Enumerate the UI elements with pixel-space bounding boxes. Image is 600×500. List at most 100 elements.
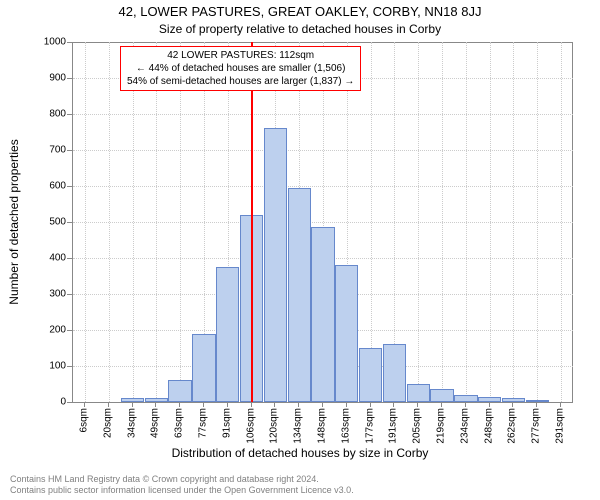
gridline-v [180, 42, 181, 402]
gridline-v [513, 42, 514, 402]
annotation-line-3: 54% of semi-detached houses are larger (… [127, 75, 354, 88]
histogram-bar [288, 188, 311, 402]
xtick-label: 120sqm [269, 408, 280, 444]
y-axis-label: Number of detached properties [7, 139, 21, 304]
histogram-bar [168, 380, 191, 402]
histogram-bar [311, 227, 334, 402]
histogram-bar [216, 267, 239, 402]
histogram-bar [264, 128, 287, 402]
ytick-label: 500 [26, 217, 66, 228]
ytick-mark [67, 42, 72, 43]
ytick-label: 800 [26, 109, 66, 120]
ytick-label: 100 [26, 361, 66, 372]
xtick-mark [512, 402, 513, 407]
title-main: 42, LOWER PASTURES, GREAT OAKLEY, CORBY,… [0, 4, 600, 19]
xtick-mark [393, 402, 394, 407]
histogram-bar [383, 344, 406, 402]
annotation-line-2: ← 44% of detached houses are smaller (1,… [127, 62, 354, 75]
xtick-mark [298, 402, 299, 407]
ytick-mark [67, 402, 72, 403]
xtick-label: 148sqm [317, 408, 328, 444]
xtick-label: 6sqm [78, 408, 89, 432]
gridline-v [490, 42, 491, 402]
gridline-v [466, 42, 467, 402]
footer-line-1: Contains HM Land Registry data © Crown c… [10, 474, 590, 485]
xtick-mark [322, 402, 323, 407]
xtick-mark [155, 402, 156, 407]
ytick-mark [67, 222, 72, 223]
xtick-label: 219sqm [436, 408, 447, 444]
xtick-mark [132, 402, 133, 407]
histogram-bar [478, 397, 501, 402]
ytick-mark [67, 258, 72, 259]
xtick-label: 163sqm [340, 408, 351, 444]
xtick-mark [370, 402, 371, 407]
title-sub: Size of property relative to detached ho… [0, 22, 600, 36]
gridline-v [537, 42, 538, 402]
ytick-label: 600 [26, 181, 66, 192]
ytick-label: 400 [26, 253, 66, 264]
xtick-label: 248sqm [483, 408, 494, 444]
xtick-label: 34sqm [126, 408, 137, 438]
ytick-mark [67, 186, 72, 187]
histogram-bar [335, 265, 358, 402]
xtick-mark [108, 402, 109, 407]
xtick-mark [346, 402, 347, 407]
ytick-mark [67, 330, 72, 331]
chart-container: 42, LOWER PASTURES, GREAT OAKLEY, CORBY,… [0, 0, 600, 500]
histogram-bar [430, 389, 453, 402]
xtick-mark [203, 402, 204, 407]
xtick-label: 91sqm [221, 408, 232, 438]
xtick-label: 262sqm [507, 408, 518, 444]
ytick-label: 1000 [26, 37, 66, 48]
gridline-v [109, 42, 110, 402]
ytick-mark [67, 150, 72, 151]
xtick-mark [84, 402, 85, 407]
ytick-mark [67, 78, 72, 79]
footer-attribution: Contains HM Land Registry data © Crown c… [10, 474, 590, 496]
xtick-mark [274, 402, 275, 407]
marker-line [251, 42, 253, 402]
xtick-label: 191sqm [388, 408, 399, 444]
xtick-mark [489, 402, 490, 407]
histogram-bar [192, 334, 215, 402]
xtick-label: 106sqm [245, 408, 256, 444]
xtick-mark [465, 402, 466, 407]
xtick-mark [227, 402, 228, 407]
xtick-label: 63sqm [174, 408, 185, 438]
xtick-label: 77sqm [197, 408, 208, 438]
gridline-v [133, 42, 134, 402]
ytick-mark [67, 114, 72, 115]
xtick-label: 234sqm [459, 408, 470, 444]
xtick-mark [179, 402, 180, 407]
gridline-v [561, 42, 562, 402]
ytick-mark [67, 294, 72, 295]
xtick-mark [560, 402, 561, 407]
xtick-mark [417, 402, 418, 407]
plot-area [72, 42, 573, 403]
xtick-label: 205sqm [412, 408, 423, 444]
x-axis-label: Distribution of detached houses by size … [0, 446, 600, 460]
gridline-v [85, 42, 86, 402]
ytick-label: 0 [26, 397, 66, 408]
gridline-v [418, 42, 419, 402]
xtick-label: 291sqm [555, 408, 566, 444]
annotation-box: 42 LOWER PASTURES: 112sqm← 44% of detach… [120, 46, 361, 91]
xtick-label: 177sqm [364, 408, 375, 444]
gridline-v [156, 42, 157, 402]
histogram-bar [359, 348, 382, 402]
histogram-bar [407, 384, 430, 402]
annotation-line-1: 42 LOWER PASTURES: 112sqm [127, 49, 354, 62]
ytick-mark [67, 366, 72, 367]
histogram-bar [454, 395, 477, 402]
xtick-label: 49sqm [150, 408, 161, 438]
footer-line-2: Contains public sector information licen… [10, 485, 590, 496]
xtick-label: 134sqm [293, 408, 304, 444]
ytick-label: 900 [26, 73, 66, 84]
xtick-mark [441, 402, 442, 407]
ytick-label: 300 [26, 289, 66, 300]
gridline-v [442, 42, 443, 402]
xtick-label: 277sqm [531, 408, 542, 444]
xtick-mark [251, 402, 252, 407]
ytick-label: 700 [26, 145, 66, 156]
